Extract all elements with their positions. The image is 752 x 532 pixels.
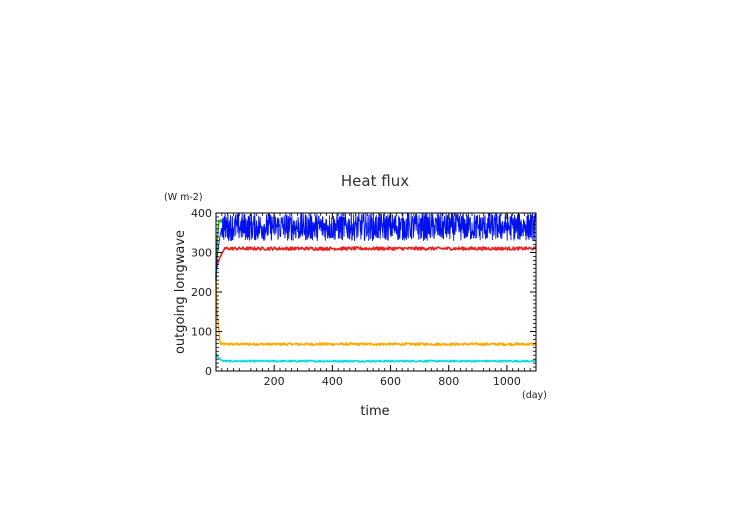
x-tick-label: 1000 xyxy=(493,375,521,388)
y-unit-label: (W m-2) xyxy=(164,192,203,203)
y-tick-label: 400 xyxy=(191,207,212,220)
chart-title: Heat flux xyxy=(341,172,409,190)
series-line-1 xyxy=(215,246,537,277)
y-tick-label: 0 xyxy=(205,365,212,378)
y-tick-label: 100 xyxy=(191,326,212,339)
series-line-0 xyxy=(215,212,537,285)
x-tick-label: 200 xyxy=(264,375,285,388)
series-layer xyxy=(215,212,537,363)
series-line-3 xyxy=(215,276,537,347)
x-tick-label: 600 xyxy=(380,375,401,388)
y-tick-label: 200 xyxy=(191,286,212,299)
y-tick-label: 300 xyxy=(191,247,212,260)
x-tick-label: 800 xyxy=(438,375,459,388)
x-tick-label: 400 xyxy=(322,375,343,388)
x-unit-label: (day) xyxy=(522,390,547,401)
y-axis-label: outgoing longwave xyxy=(173,230,188,354)
plot-frame xyxy=(215,212,537,372)
series-line-4 xyxy=(215,353,537,363)
x-axis-label: time xyxy=(360,404,389,419)
tick-layer: 0 100 200 300 400 200 400 600 800 1000 xyxy=(191,207,536,388)
